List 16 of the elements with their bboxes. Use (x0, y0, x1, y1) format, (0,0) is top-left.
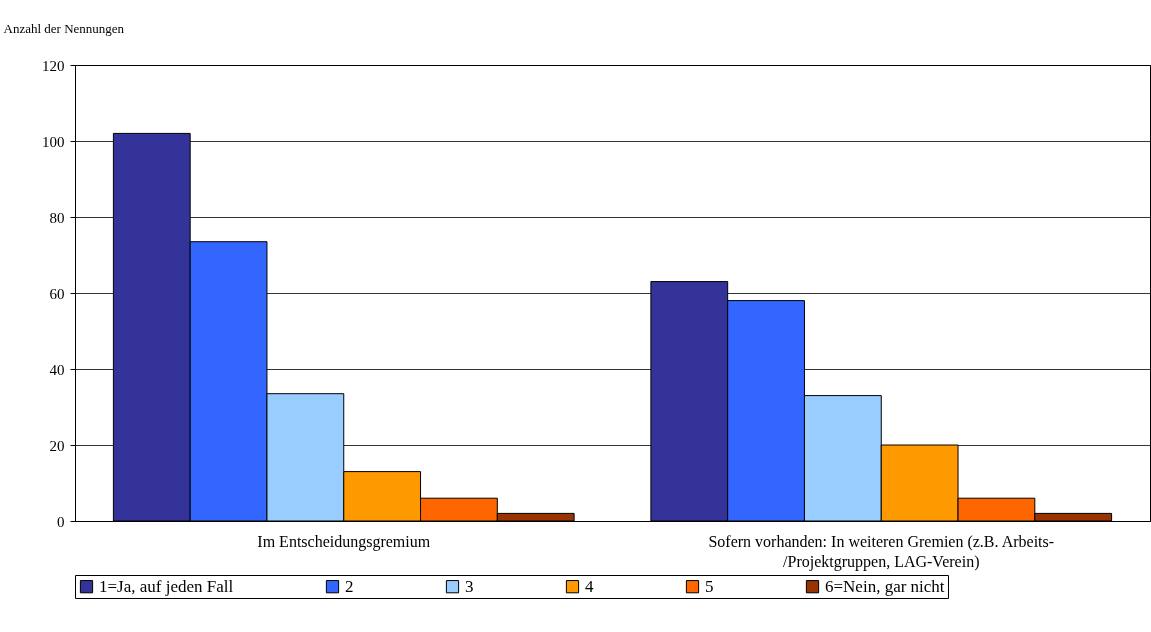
y-tick-label: 0 (57, 513, 65, 530)
x-tick-label: Im Entscheidungsgremium (257, 532, 431, 551)
legend-label: 5 (705, 576, 714, 596)
y-tick-label: 100 (42, 133, 65, 150)
y-tick-label: 80 (49, 209, 65, 226)
y-tick-label: 40 (49, 361, 65, 378)
legend-label: 2 (345, 576, 354, 596)
legend-label: 6=Nein, gar nicht (825, 576, 945, 596)
legend-label: 1=Ja, auf jeden Fall (99, 576, 234, 596)
y-tick-label: 20 (49, 437, 65, 454)
x-tick-label: Sofern vorhanden: In weiteren Gremien (z.B. Arbeits-/Projektgruppen, LAG-Verein) (708, 532, 1055, 571)
y-tick-label: 120 (42, 57, 65, 74)
legend-label: 4 (585, 576, 594, 596)
legend-label: 3 (465, 576, 474, 596)
y-tick-label: 60 (49, 285, 65, 302)
y-axis-title: Anzahl der Nennungen (3, 20, 125, 36)
